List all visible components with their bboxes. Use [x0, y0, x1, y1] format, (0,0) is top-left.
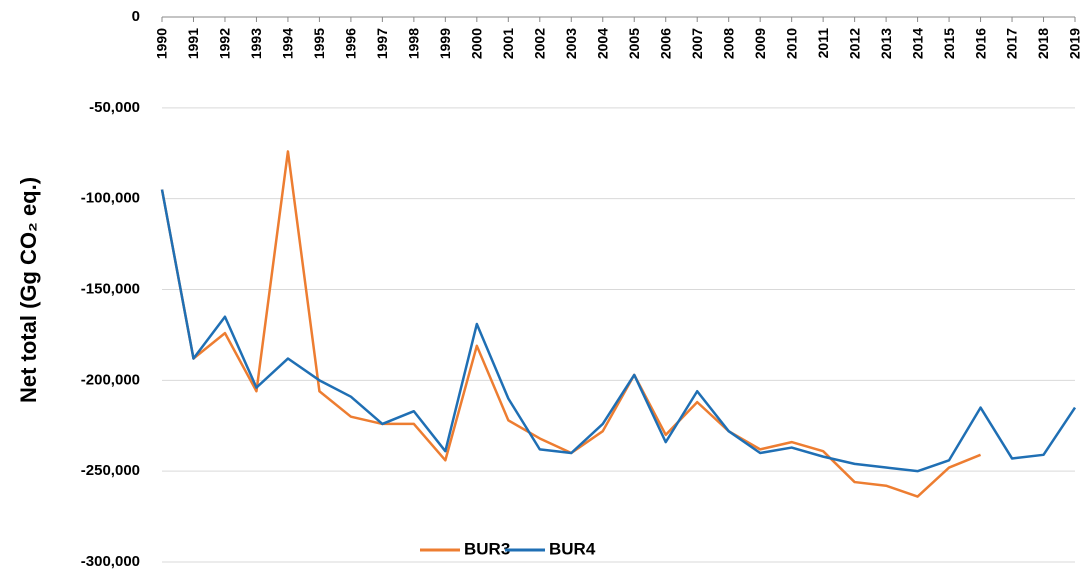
x-tick-label: 2006	[657, 28, 673, 59]
y-tick-label: -200,000	[81, 371, 140, 388]
x-tick-label: 2009	[752, 28, 768, 59]
x-tick-label: 2019	[1067, 28, 1083, 59]
x-tick-label: 2014	[909, 28, 925, 59]
x-tick-label: 1995	[311, 28, 327, 59]
x-tick-label: 2002	[531, 28, 547, 59]
x-tick-label: 1999	[437, 28, 453, 59]
x-tick-label: 2004	[594, 28, 610, 59]
x-tick-label: 2000	[469, 28, 485, 59]
x-tick-label: 2007	[689, 28, 705, 59]
y-axis-label: Net total (Gg CO₂ eq.)	[16, 177, 41, 403]
x-tick-label: 2011	[815, 28, 831, 59]
x-tick-label: 2018	[1035, 28, 1051, 59]
y-tick-label: -50,000	[89, 99, 140, 116]
x-tick-label: 2015	[941, 28, 957, 59]
x-tick-label: 1991	[185, 28, 201, 59]
legend-label: BUR3	[464, 539, 510, 558]
x-tick-label: 1998	[406, 28, 422, 59]
y-tick-label: -100,000	[81, 190, 140, 207]
x-tick-label: 2013	[878, 28, 894, 59]
legend-label: BUR4	[549, 539, 596, 558]
x-tick-label: 1996	[343, 28, 359, 59]
x-tick-label: 1990	[154, 28, 170, 59]
x-tick-label: 1993	[248, 28, 264, 59]
series-line	[160, 189, 1077, 473]
x-tick-label: 2016	[972, 28, 988, 59]
x-tick-label: 1997	[374, 28, 390, 59]
x-tick-label: 2003	[563, 28, 579, 59]
series-line	[160, 150, 982, 498]
x-tick-label: 2010	[783, 28, 799, 59]
x-tick-label: 2001	[500, 28, 516, 59]
y-tick-label: -250,000	[81, 462, 140, 479]
x-tick-label: 1994	[280, 28, 296, 59]
x-tick-label: 2005	[626, 28, 642, 59]
y-tick-label: -150,000	[81, 280, 140, 297]
x-tick-label: 1992	[217, 28, 233, 59]
x-tick-label: 2017	[1004, 28, 1020, 59]
x-tick-label: 2008	[720, 28, 736, 59]
y-tick-label: -300,000	[81, 553, 140, 570]
y-tick-label: 0	[132, 8, 140, 25]
x-tick-label: 2012	[846, 28, 862, 59]
